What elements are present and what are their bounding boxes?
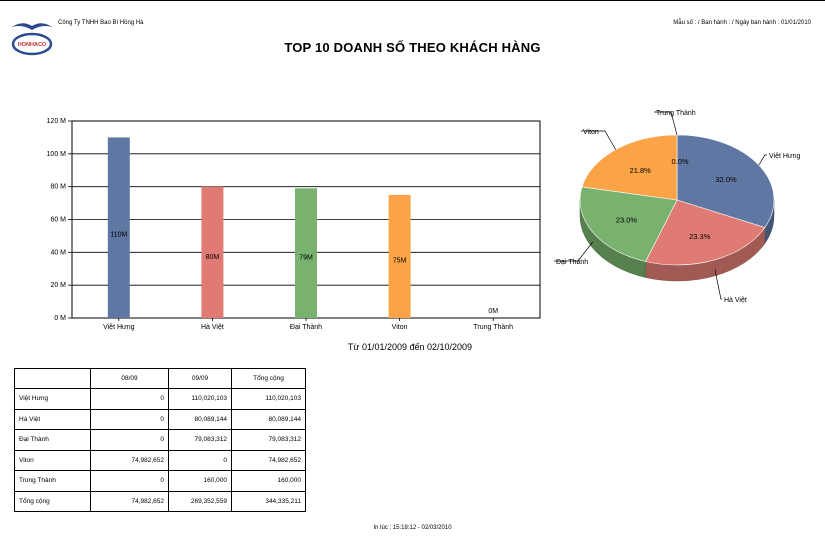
total-cell: 269,352,559 [168,490,232,512]
bar-value-label: 80M [206,254,220,261]
bar-3 [295,188,317,318]
bar-value-label: 110M [110,232,127,239]
total-label-cell: Tổng cộng [14,490,91,512]
y-tick-label: 0 M [54,315,66,322]
table-header-cell: Tổng cộng [231,368,306,389]
pie-slice-3 [579,186,678,262]
pie-slice-4 [581,134,678,201]
table-row: Đại Thành 0 79,083,312 79,083,312 [14,429,306,451]
value-cell: 0 [90,408,169,430]
table-row: Viton 74,982,652 0 74,982,652 [14,449,306,471]
table-header-cell: 08/09 [90,368,169,389]
value-cell: 0 [168,449,232,471]
bar-1 [107,137,130,318]
company-name: Công Ty TNHH Bao Bì Hồng Hà [58,20,144,26]
bar-value-label: 79M [299,255,313,262]
pie-leader-line [714,269,722,300]
y-tick-label: 80 M [50,184,66,191]
x-tick-label: Trung Thành [473,324,513,331]
y-tick-label: 40 M [50,249,66,256]
logo-text: HONHACO [18,42,47,48]
pie-leader-line [554,241,594,262]
table-header-cell [14,368,91,389]
total-cell: 80,089,144 [231,408,306,430]
header-rule [0,0,825,1]
customer-cell: Hà Việt [14,408,91,430]
y-tick-label: 100 M [47,151,67,158]
printed-timestamp: In lúc : 15:18:12 - 02/03/2010 [373,525,452,531]
x-tick-label: Việt Hưng [103,324,135,331]
pie-slice-1 [676,134,775,228]
customer-cell: Viton [14,449,91,471]
form-code: Mẫu số : / Ban hành : / Ngày ban hành : … [673,20,811,26]
bar-2 [201,186,224,318]
total-cell: 110,020,103 [231,388,306,410]
value-cell: 79,083,312 [168,429,232,451]
pie-pct-label: 32.0% [715,175,737,184]
pie-category-label: Hà Việt [724,297,747,304]
table-row: Trung Thành 0 160,000 160,000 [14,470,306,492]
total-cell: 74,982,652 [90,490,169,512]
y-tick-label: 120 M [47,118,67,125]
value-cell: 110,020,103 [168,388,232,410]
sales-table: 08/09 09/09 Tổng cộng Việt Hưng 0 110,02… [14,368,306,512]
y-tick-label: 20 M [50,282,66,289]
pie-pct-label: 23.0% [616,215,638,224]
x-tick-label: Đại Thành [290,324,322,331]
pie-pct-label: 0.0% [671,157,688,166]
company-logo: HONHACO [11,23,53,56]
table-row: Việt Hưng 0 110,020,103 110,020,103 [14,388,306,410]
date-range: Từ 01/01/2009 đến 02/10/2009 [347,342,473,352]
pie-category-label: Viton [583,129,599,136]
pie-category-label: Trung Thành [656,110,696,117]
x-tick-label: Hà Việt [201,324,224,331]
bar-value-label: 0M [488,308,498,315]
customer-cell: Trung Thành [14,470,91,492]
pie-leader-line [581,130,616,150]
value-cell: 0 [90,470,169,492]
report-title: TOP 10 DOANH SỐ THEO KHÁCH HÀNG [284,40,541,55]
bar-value-label: 75M [393,258,407,265]
pie-pct-label: 23.3% [689,232,711,241]
pie-leader-line [654,111,678,136]
customer-cell: Việt Hưng [14,388,91,410]
table-header-cell: 09/09 [168,368,232,389]
value-cell: 80,089,144 [168,408,232,430]
value-cell: 0 [90,429,169,451]
table-header-row: 08/09 09/09 Tổng cộng [14,368,306,389]
x-tick-label: Viton [392,324,408,331]
y-tick-label: 60 M [50,217,66,224]
value-cell: 74,982,652 [90,449,169,471]
pie-pct-label: 21.8% [630,166,652,175]
table-total-row: Tổng cộng 74,982,652 269,352,559 344,335… [14,490,306,512]
pie-category-label: Đại Thành [556,259,588,266]
bar-4 [388,194,411,318]
value-cell: 0 [90,388,169,410]
total-cell: 79,083,312 [231,429,306,451]
pie-category-label: Việt Hưng [769,153,801,160]
table-row: Hà Việt 0 80,089,144 80,089,144 [14,408,306,430]
total-cell: 74,982,652 [231,449,306,471]
pie-slice-2 [645,199,766,266]
total-cell: 344,335,211 [231,490,306,512]
customer-cell: Đại Thành [14,429,91,451]
total-cell: 160,000 [231,470,306,492]
value-cell: 160,000 [168,470,232,492]
pie-leader-line [758,154,767,166]
